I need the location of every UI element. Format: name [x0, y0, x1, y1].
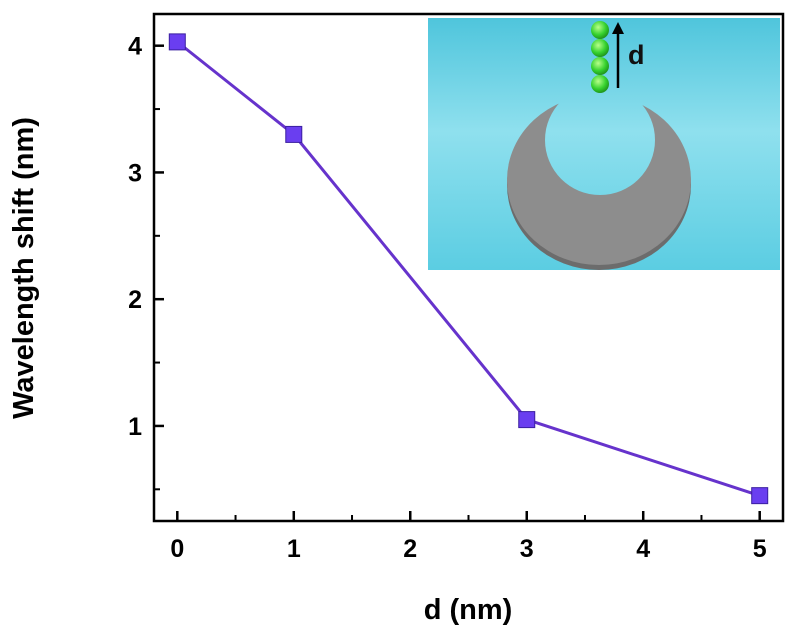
bead — [591, 57, 609, 75]
x-tick-label: 3 — [520, 535, 534, 563]
ticks: 0 1 2 3 4 5 1 2 3 4 — [128, 33, 767, 563]
series — [168, 33, 769, 505]
y-tick-label: 1 — [128, 413, 142, 441]
y-tick-label: 4 — [128, 33, 142, 61]
x-tick-label: 2 — [403, 535, 417, 563]
inset-illustration: d — [428, 18, 780, 270]
ring-structure — [507, 95, 691, 270]
arrow-head-icon — [612, 22, 624, 34]
y-tick-label: 2 — [128, 286, 142, 314]
x-tick-label: 4 — [636, 535, 650, 563]
data-point-marker — [518, 411, 536, 429]
x-tick-label: 5 — [753, 535, 767, 563]
bead — [591, 21, 609, 39]
data-point-marker — [285, 125, 303, 143]
series-line — [176, 40, 761, 498]
bead-chain — [591, 21, 609, 93]
data-point-marker — [751, 487, 769, 505]
x-axis-title: d (nm) — [424, 594, 513, 626]
inset-distance-label: d — [628, 40, 645, 70]
bead — [591, 75, 609, 93]
y-tick-label: 3 — [128, 159, 142, 187]
x-tick-label: 1 — [287, 535, 301, 563]
bead — [591, 39, 609, 57]
y-axis-title: Wavelength shift (nm) — [8, 117, 40, 419]
x-tick-label: 0 — [170, 535, 184, 563]
data-point-marker — [168, 33, 186, 51]
